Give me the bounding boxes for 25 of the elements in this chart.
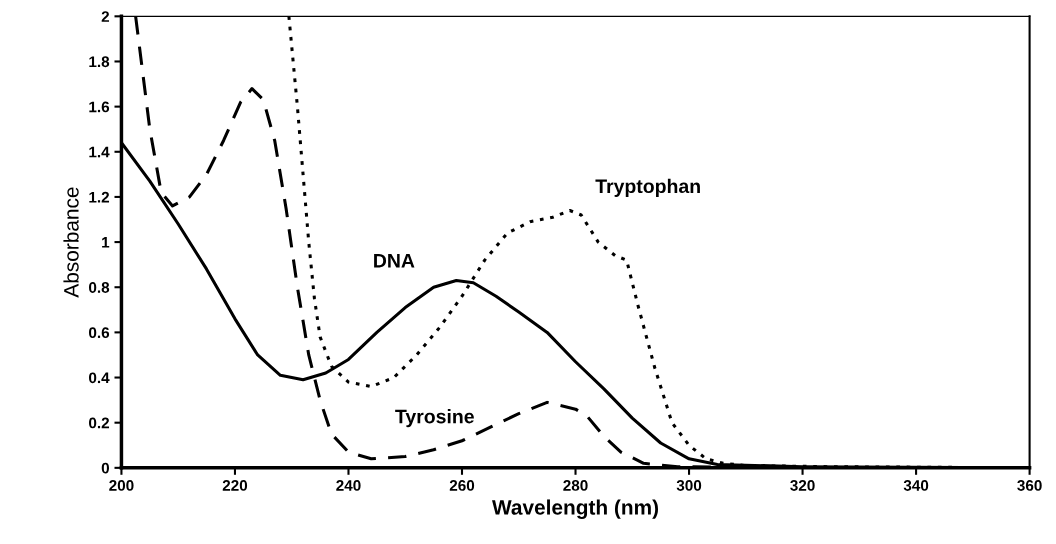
- x-axis-title: Wavelength (nm): [492, 499, 659, 519]
- y-tick-label: 0.2: [89, 417, 110, 429]
- y-tick-label: 0.4: [89, 372, 110, 384]
- y-tick-label: 1: [102, 237, 110, 248]
- series-label: Tyrosine: [395, 409, 474, 428]
- y-tick-label: 1.6: [89, 101, 110, 113]
- x-tick-label: 340: [903, 480, 929, 491]
- x-tick-label: 320: [790, 480, 815, 491]
- x-tick-label: 240: [336, 480, 361, 491]
- y-tick-label: 1.4: [89, 146, 110, 158]
- y-tick-label: 2: [101, 11, 110, 22]
- x-tick-label: 260: [449, 480, 475, 491]
- x-tick-label: 300: [676, 480, 702, 491]
- series-label: DNA: [374, 254, 415, 268]
- y-axis-title: Absorbance: [63, 187, 79, 298]
- x-tick-label: 200: [109, 480, 134, 491]
- y-tick-label: 0.6: [89, 327, 110, 339]
- y-tick-label: 1.2: [89, 191, 110, 203]
- x-tick-label: 360: [1017, 480, 1042, 491]
- y-tick-label: 0: [101, 462, 110, 474]
- x-tick-label: 280: [563, 480, 588, 491]
- y-tick-label: 1.8: [89, 56, 110, 68]
- x-tick-label: 220: [222, 480, 248, 491]
- y-tick-label: 0.8: [89, 282, 110, 293]
- series-label: Tryptophan: [595, 178, 700, 197]
